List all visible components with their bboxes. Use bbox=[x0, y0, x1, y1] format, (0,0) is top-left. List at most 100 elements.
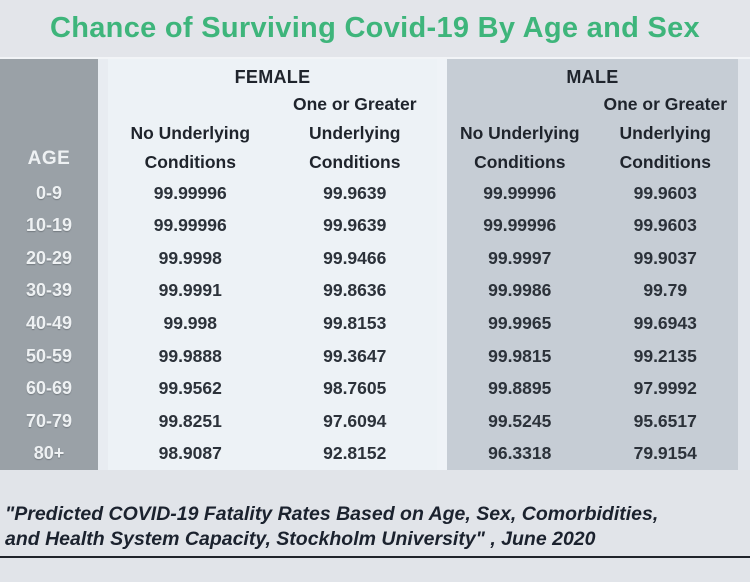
female-panel: FEMALE One or Greater No Underlying Unde… bbox=[108, 59, 437, 470]
male-header: MALE One or Greater No Underlying Underl… bbox=[447, 59, 738, 177]
male-with-conditions-value: 99.6943 bbox=[633, 313, 697, 334]
female-with-conditions-value: 92.8152 bbox=[323, 443, 387, 464]
male-data-row: 99.99996 99.9603 bbox=[447, 210, 738, 243]
male-data-row: 99.5245 95.6517 bbox=[447, 405, 738, 438]
male-no-conditions-value: 99.99996 bbox=[483, 182, 557, 203]
age-row-label: 50-59 bbox=[25, 345, 73, 366]
male-header-row-1: One or Greater bbox=[447, 90, 738, 119]
female-no-conditions-value: 99.9991 bbox=[158, 280, 222, 301]
female-with-conditions-value: 99.9639 bbox=[323, 182, 387, 203]
female-col2-header-line3: Conditions bbox=[309, 152, 401, 172]
male-no-conditions-value: 99.9815 bbox=[488, 345, 552, 366]
female-col1-spacer bbox=[108, 90, 273, 119]
male-col2-header-line1: One or Greater bbox=[603, 94, 728, 114]
male-with-conditions-value: 79.9154 bbox=[633, 443, 697, 464]
male-header-row-3: Conditions Conditions bbox=[447, 148, 738, 177]
age-row-label: 10-19 bbox=[25, 215, 73, 236]
male-with-conditions-value: 99.9603 bbox=[633, 215, 697, 236]
female-data-row: 98.9087 92.8152 bbox=[108, 438, 437, 471]
male-no-conditions-value: 99.9986 bbox=[488, 280, 552, 301]
female-header: FEMALE One or Greater No Underlying Unde… bbox=[108, 59, 437, 177]
female-header-row-1: One or Greater bbox=[108, 90, 437, 119]
female-no-conditions-value: 99.9562 bbox=[158, 378, 222, 399]
female-no-conditions-value: 99.9888 bbox=[158, 345, 222, 366]
male-with-conditions-value: 95.6517 bbox=[633, 410, 697, 431]
female-with-conditions-value: 99.9639 bbox=[323, 215, 387, 236]
male-no-conditions-value: 99.9997 bbox=[488, 247, 552, 268]
male-no-conditions-value: 99.5245 bbox=[488, 410, 552, 431]
male-panel: MALE One or Greater No Underlying Underl… bbox=[447, 59, 738, 470]
male-data-row: 99.99996 99.9603 bbox=[447, 177, 738, 210]
female-data-row: 99.9888 99.3647 bbox=[108, 340, 437, 373]
male-header-row-2: No Underlying Underlying bbox=[447, 119, 738, 148]
female-col1-header-line1: No Underlying bbox=[130, 123, 251, 143]
age-row-label: 30-39 bbox=[25, 280, 73, 301]
female-group-title: FEMALE bbox=[234, 66, 311, 87]
male-data-row: 99.9986 99.79 bbox=[447, 275, 738, 308]
male-with-conditions-value: 99.79 bbox=[643, 280, 688, 301]
female-col2-header-line2: Underlying bbox=[309, 123, 401, 143]
column-gap-middle bbox=[437, 59, 447, 470]
footer-line-1: "Predicted COVID-19 Fatality Rates Based… bbox=[5, 503, 659, 525]
female-header-row-2: No Underlying Underlying bbox=[108, 119, 437, 148]
footer-line-2: and Health System Capacity, Stockholm Un… bbox=[5, 528, 596, 550]
column-gap-left bbox=[98, 59, 108, 470]
age-row-label: 20-29 bbox=[25, 247, 73, 268]
female-data-row: 99.9991 99.8636 bbox=[108, 275, 437, 308]
female-with-conditions-value: 99.8153 bbox=[323, 313, 387, 334]
male-group-title: MALE bbox=[566, 66, 619, 87]
male-no-conditions-value: 99.9965 bbox=[488, 313, 552, 334]
male-col2-header-line3: Conditions bbox=[619, 152, 711, 172]
female-header-row-3: Conditions Conditions bbox=[108, 148, 437, 177]
female-data-row: 99.99996 99.9639 bbox=[108, 177, 437, 210]
female-no-conditions-value: 99.8251 bbox=[158, 410, 222, 431]
female-data-row: 99.9998 99.9466 bbox=[108, 242, 437, 275]
female-with-conditions-value: 97.6094 bbox=[323, 410, 387, 431]
male-rows: 99.99996 99.9603 99.99996 99.9603 99.9997 99.… bbox=[447, 177, 738, 470]
age-row-label: 0-9 bbox=[35, 182, 62, 203]
female-col1-header-line2: Conditions bbox=[144, 152, 236, 172]
male-with-conditions-value: 99.2135 bbox=[633, 345, 697, 366]
age-column-header: AGE bbox=[27, 148, 71, 169]
male-no-conditions-value: 99.8895 bbox=[488, 378, 552, 399]
male-with-conditions-value: 97.9992 bbox=[633, 378, 697, 399]
age-row-label: 60-69 bbox=[25, 378, 73, 399]
female-with-conditions-value: 99.9466 bbox=[323, 247, 387, 268]
female-data-row: 99.8251 97.6094 bbox=[108, 405, 437, 438]
male-col1-header-line2: Conditions bbox=[474, 152, 566, 172]
page-title: Chance of Surviving Covid-19 By Age and … bbox=[50, 12, 700, 44]
female-data-row: 99.998 99.8153 bbox=[108, 307, 437, 340]
female-data-row: 99.9562 98.7605 bbox=[108, 372, 437, 405]
female-rows: 99.99996 99.9639 99.99996 99.9639 99.9998 99.… bbox=[108, 177, 437, 470]
female-data-row: 99.99996 99.9639 bbox=[108, 210, 437, 243]
male-data-row: 99.9815 99.2135 bbox=[447, 340, 738, 373]
footer-citation: "Predicted COVID-19 Fatality Rates Based… bbox=[0, 502, 750, 558]
female-no-conditions-value: 99.99996 bbox=[153, 182, 227, 203]
title-band: Chance of Surviving Covid-19 By Age and … bbox=[0, 0, 750, 57]
male-with-conditions-value: 99.9603 bbox=[633, 182, 697, 203]
female-with-conditions-value: 98.7605 bbox=[323, 378, 387, 399]
male-data-row: 99.8895 97.9992 bbox=[447, 372, 738, 405]
age-row-label: 40-49 bbox=[25, 313, 73, 334]
female-no-conditions-value: 98.9087 bbox=[158, 443, 222, 464]
male-no-conditions-value: 96.3318 bbox=[488, 443, 552, 464]
age-row-label: 70-79 bbox=[25, 410, 73, 431]
right-margin-strip bbox=[738, 59, 750, 470]
male-col1-header-line1: No Underlying bbox=[459, 123, 580, 143]
female-with-conditions-value: 99.8636 bbox=[323, 280, 387, 301]
male-data-row: 99.9965 99.6943 bbox=[447, 307, 738, 340]
footer: "Predicted COVID-19 Fatality Rates Based… bbox=[0, 470, 750, 558]
male-col2-header-line2: Underlying bbox=[619, 123, 711, 143]
female-no-conditions-value: 99.9998 bbox=[158, 247, 222, 268]
female-no-conditions-value: 99.998 bbox=[163, 313, 218, 334]
male-data-row: 96.3318 79.9154 bbox=[447, 438, 738, 471]
female-no-conditions-value: 99.99996 bbox=[153, 215, 227, 236]
female-with-conditions-value: 99.3647 bbox=[323, 345, 387, 366]
survival-table: AGE 0-9 10-19 20-29 30-39 40-49 50-59 60-69 70-… bbox=[0, 57, 750, 470]
female-col2-header-line1: One or Greater bbox=[292, 94, 417, 114]
age-row-label: 80+ bbox=[33, 443, 65, 464]
male-with-conditions-value: 99.9037 bbox=[633, 247, 697, 268]
male-data-row: 99.9997 99.9037 bbox=[447, 242, 738, 275]
age-rows: 0-9 10-19 20-29 30-39 40-49 50-59 60-69 70-79 80… bbox=[0, 177, 98, 470]
